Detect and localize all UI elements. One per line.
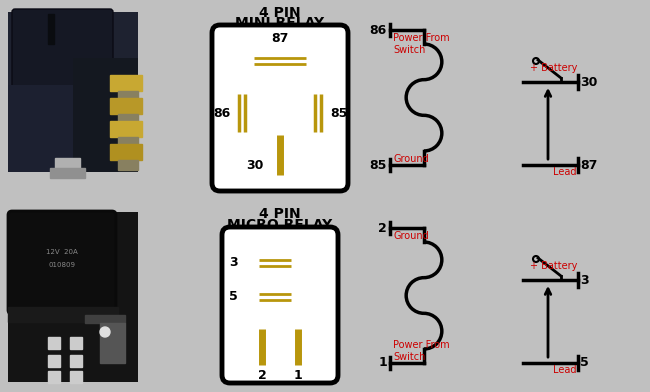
Text: 5: 5: [229, 290, 238, 303]
Text: Lead: Lead: [554, 167, 577, 177]
Text: MICRO RELAY: MICRO RELAY: [227, 218, 333, 232]
FancyBboxPatch shape: [8, 212, 138, 382]
FancyBboxPatch shape: [222, 227, 338, 383]
Bar: [8, 307, 118, 322]
Circle shape: [100, 327, 110, 337]
Text: + Battery: + Battery: [530, 63, 577, 73]
Bar: [118, 91, 138, 101]
Text: 5: 5: [580, 356, 589, 370]
Bar: [110, 98, 142, 114]
Bar: [55, 158, 80, 172]
Text: 1: 1: [378, 356, 387, 370]
Text: 87: 87: [580, 158, 597, 172]
Text: 010809: 010809: [49, 262, 75, 268]
Text: MINI RELAY: MINI RELAY: [235, 16, 324, 30]
Text: 87: 87: [271, 32, 289, 45]
Text: 4 PIN: 4 PIN: [259, 6, 301, 20]
Bar: [100, 323, 125, 363]
FancyBboxPatch shape: [73, 58, 138, 172]
Bar: [118, 114, 138, 124]
Text: 30: 30: [580, 76, 597, 89]
Text: + Battery: + Battery: [530, 261, 577, 271]
Bar: [85, 315, 125, 323]
Text: 12V  20A: 12V 20A: [46, 249, 78, 255]
Bar: [48, 355, 60, 367]
Text: 86: 86: [370, 24, 387, 36]
Text: 85: 85: [330, 107, 347, 120]
Text: 2: 2: [257, 369, 266, 382]
FancyBboxPatch shape: [8, 85, 73, 172]
Text: Ground: Ground: [393, 154, 429, 164]
Text: 85: 85: [370, 158, 387, 172]
Bar: [118, 160, 138, 170]
Text: Ground: Ground: [393, 231, 429, 241]
Bar: [50, 168, 85, 178]
Bar: [70, 337, 82, 349]
Text: Lead: Lead: [554, 365, 577, 375]
Text: 2: 2: [378, 221, 387, 234]
Text: Power From
Switch: Power From Switch: [393, 33, 450, 54]
Bar: [110, 75, 142, 91]
FancyBboxPatch shape: [12, 9, 113, 90]
Bar: [48, 14, 54, 44]
Bar: [110, 144, 142, 160]
Text: 3: 3: [229, 256, 238, 270]
Text: 3: 3: [580, 274, 589, 287]
Text: 86: 86: [213, 107, 230, 120]
Text: Power From
Switch: Power From Switch: [393, 340, 450, 362]
Bar: [70, 355, 82, 367]
FancyBboxPatch shape: [212, 25, 348, 191]
Text: 30: 30: [246, 158, 264, 172]
Text: 1: 1: [294, 369, 302, 382]
FancyBboxPatch shape: [8, 12, 138, 172]
Bar: [48, 337, 60, 349]
Bar: [118, 137, 138, 147]
Bar: [110, 121, 142, 137]
Text: 4 PIN: 4 PIN: [259, 207, 301, 221]
FancyBboxPatch shape: [8, 211, 116, 314]
Bar: [70, 371, 82, 383]
Bar: [48, 371, 60, 383]
